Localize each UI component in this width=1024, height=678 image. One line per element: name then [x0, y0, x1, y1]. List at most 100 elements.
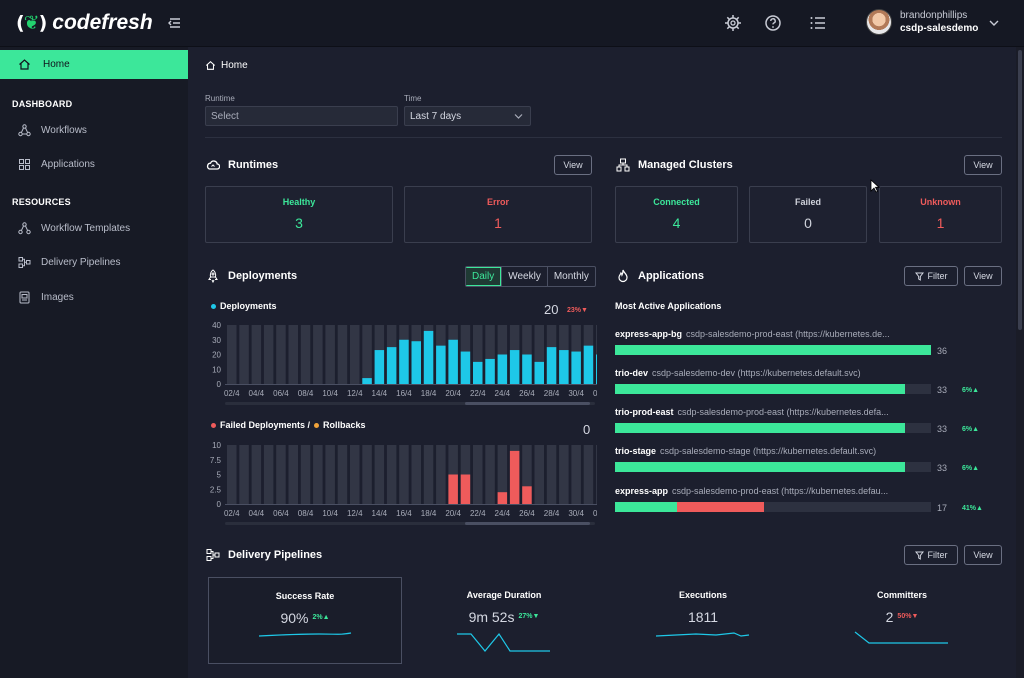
scrollbar[interactable]: [1016, 47, 1024, 678]
help-icon[interactable]: [763, 13, 783, 33]
bar: [497, 492, 508, 504]
codefresh-logo[interactable]: (❦) codefresh: [16, 11, 153, 35]
bar-background: [276, 325, 286, 384]
deployments-range-toggle: Daily Weekly Monthly: [465, 266, 596, 287]
bar-background: [227, 325, 237, 384]
clusters-view-button[interactable]: View: [964, 155, 1002, 175]
application-activity-bar: [615, 462, 931, 472]
x-tick-label: 26/4: [519, 509, 535, 518]
deployments-total: 20: [544, 302, 559, 317]
clusters-failed-card[interactable]: Failed 0: [749, 186, 867, 243]
application-name-text: express-app-bg: [615, 329, 683, 339]
metric-average-duration[interactable]: Average Duration 9m 52s 27%▼: [407, 577, 601, 664]
clusters-icon: [616, 158, 630, 172]
bar-background: [534, 445, 544, 504]
bar-background: [300, 445, 311, 504]
applications-filter-button[interactable]: Filter: [904, 266, 958, 286]
range-monthly-button[interactable]: Monthly: [546, 267, 595, 286]
metric-executions[interactable]: Executions 1811: [606, 577, 800, 664]
brand-name: codefresh: [52, 11, 153, 34]
time-select[interactable]: Last 7 days: [404, 106, 531, 126]
bar: [571, 351, 581, 384]
range-weekly-button[interactable]: Weekly: [501, 267, 547, 286]
user-name: brandonphillips: [900, 10, 968, 21]
filter-label: Filter: [927, 550, 948, 560]
y-tick-label: 10: [212, 365, 221, 374]
chevron-down-icon[interactable]: [988, 17, 1000, 29]
runtime-select[interactable]: Select: [205, 106, 398, 126]
bar-background: [239, 325, 249, 384]
metric-value: 1811: [687, 609, 719, 625]
deployments-header: Deployments: [206, 269, 297, 283]
card-value: 4: [672, 215, 681, 231]
card-label: Healthy: [282, 197, 316, 207]
bar: [509, 450, 520, 504]
pipelines-filter-button[interactable]: Filter: [904, 545, 958, 565]
bar-background: [350, 445, 360, 504]
x-tick-label: 24/4: [495, 509, 511, 518]
x-tick-label: 06/4: [273, 389, 289, 398]
application-delta: 6%▲: [962, 465, 980, 472]
bar-fill-success: [615, 423, 905, 433]
metric-committers[interactable]: Committers 2 50%▼: [805, 577, 999, 664]
application-delta: 6%▲: [962, 426, 980, 433]
bar-background: [313, 445, 323, 504]
x-tick-label: 30/4: [568, 389, 584, 398]
runtimes-header: Runtimes: [206, 158, 278, 172]
applications-subtitle: Most Active Applications: [615, 301, 722, 311]
runtimes-error-card[interactable]: Error 1: [404, 186, 592, 243]
runtimes-healthy-card[interactable]: Healthy 3: [205, 186, 393, 243]
x-tick-label: 28/4: [544, 509, 560, 518]
sidebar-item-workflow-templates[interactable]: Workflow Templates: [18, 222, 130, 235]
applications-view-button[interactable]: View: [964, 266, 1002, 286]
application-activity-bar: [615, 384, 931, 394]
bar: [485, 358, 495, 384]
sidebar-item-applications[interactable]: Applications: [18, 158, 95, 171]
applications-title: Applications: [638, 270, 705, 282]
bar: [448, 474, 458, 504]
application-name: trio-dev csdp-salesdemo-dev (https://kube…: [615, 368, 861, 378]
deployments-delta: 23%▼: [567, 307, 588, 314]
sidebar-item-home[interactable]: Home: [0, 50, 188, 79]
application-count: 17: [937, 503, 948, 513]
bar-fill-error: [676, 502, 764, 512]
clusters-unknown-card[interactable]: Unknown 1: [879, 186, 1002, 243]
bar-background: [374, 445, 385, 504]
runtimes-view-button[interactable]: View: [554, 155, 592, 175]
application-destination: csdp-salesdemo-dev (https://kubernetes.d…: [652, 368, 861, 378]
sidebar-item-delivery-pipelines[interactable]: Delivery Pipelines: [18, 256, 120, 269]
range-daily-button[interactable]: Daily: [466, 267, 502, 286]
sidebar-item-label: Workflow Templates: [41, 223, 131, 234]
failed-total: 0: [583, 422, 591, 437]
card-value: 0: [804, 215, 812, 231]
list-icon[interactable]: [808, 13, 828, 33]
application-name: trio-stage csdp-salesdemo-stage (https://…: [615, 446, 876, 456]
bar: [473, 361, 483, 384]
card-label: Error: [486, 197, 509, 207]
bar-background: [288, 445, 298, 504]
y-tick-label: 30: [212, 336, 221, 345]
collapse-sidebar-icon[interactable]: [166, 14, 184, 32]
breadcrumb-home[interactable]: Home: [221, 60, 248, 71]
clusters-connected-card[interactable]: Connected 4: [615, 186, 738, 243]
application-destination: csdp-salesdemo-prod-east (https://kubern…: [686, 329, 890, 339]
user-menu[interactable]: brandonphillips csdp-salesdemo: [866, 9, 978, 35]
gear-icon[interactable]: [723, 13, 743, 33]
bar-background: [497, 445, 508, 504]
bar: [374, 350, 385, 384]
success-rate-sparkline: [258, 632, 352, 637]
pipelines-view-button[interactable]: View: [964, 545, 1002, 565]
bar-background: [485, 325, 495, 384]
filter-icon: [914, 272, 924, 281]
metric-success-rate[interactable]: Success Rate 90% 2%▲: [208, 577, 402, 664]
x-tick-label: 02/5: [593, 509, 597, 518]
sidebar-item-workflows[interactable]: Workflows: [18, 124, 87, 137]
bar-fill-success: [615, 502, 677, 512]
bar-background: [288, 325, 298, 384]
application-name: express-app csdp-salesdemo-prod-east (htt…: [615, 486, 888, 496]
sidebar-item-images[interactable]: Images: [18, 291, 74, 304]
y-tick-label: 20: [212, 351, 221, 360]
scrollbar-thumb[interactable]: [1018, 50, 1022, 330]
application-activity-bar: [615, 423, 931, 433]
avatar: [866, 9, 892, 35]
